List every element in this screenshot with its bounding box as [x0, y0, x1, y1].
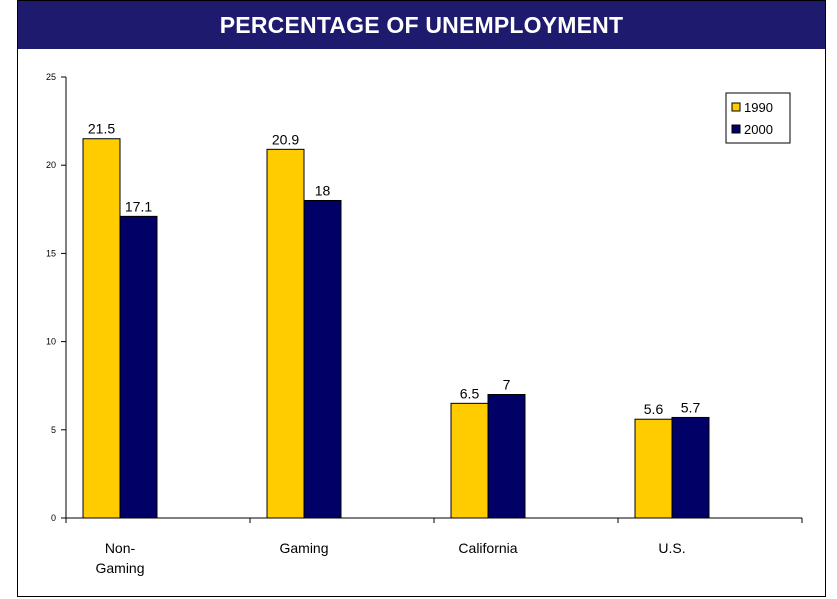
y-tick-label: 5 [51, 425, 56, 435]
legend-swatch-2000 [731, 124, 741, 134]
data-label: 21.5 [88, 121, 115, 137]
legend-label: 1990 [744, 100, 773, 115]
x-category-label: Gaming [95, 560, 144, 576]
x-category-label: Gaming [279, 540, 328, 556]
y-tick-label: 15 [46, 248, 56, 258]
bar-2000 [487, 394, 526, 519]
x-category-label: California [458, 540, 517, 556]
bar-1990 [634, 418, 673, 519]
data-label: 6.5 [460, 385, 480, 401]
bar-2000 [303, 199, 342, 519]
x-category-label: Non- [105, 540, 136, 556]
bar-1990 [266, 148, 305, 519]
data-label: 5.7 [681, 399, 701, 415]
legend-label: 2000 [744, 122, 773, 137]
data-label: 7 [503, 377, 511, 393]
bar-2000 [671, 416, 710, 519]
x-category-label: U.S. [658, 540, 685, 556]
y-tick-label: 10 [46, 337, 56, 347]
bar-1990 [450, 402, 489, 519]
chart-title: PERCENTAGE OF UNEMPLOYMENT [18, 1, 825, 49]
y-tick-label: 0 [51, 513, 56, 523]
data-label: 20.9 [272, 131, 299, 147]
legend-box [725, 92, 791, 144]
data-label: 18 [315, 182, 331, 198]
y-tick-label: 20 [46, 160, 56, 170]
legend-swatch-1990 [731, 102, 741, 112]
bar-1990 [82, 138, 121, 519]
data-label: 5.6 [644, 401, 664, 417]
data-label: 17.1 [125, 198, 152, 214]
y-tick-label: 25 [46, 72, 56, 82]
bar-2000 [119, 215, 158, 519]
